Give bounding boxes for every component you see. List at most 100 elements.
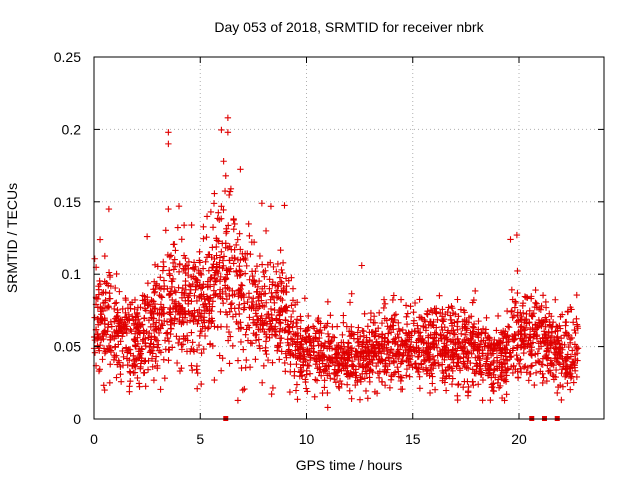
data-point	[478, 337, 485, 345]
data-point	[406, 334, 413, 341]
data-point	[517, 365, 524, 372]
data-point	[101, 327, 109, 334]
data-point	[461, 321, 469, 328]
data-point	[292, 347, 299, 354]
data-point	[195, 267, 202, 275]
data-point	[513, 231, 521, 239]
data-point	[520, 364, 528, 371]
data-point	[200, 223, 207, 231]
data-point	[148, 309, 155, 316]
data-point	[403, 320, 411, 328]
data-point	[170, 241, 177, 248]
data-point	[573, 321, 581, 328]
data-point	[136, 330, 144, 337]
data-point	[408, 328, 416, 335]
data-point	[272, 323, 279, 330]
data-point	[147, 340, 154, 347]
data-point	[282, 288, 290, 296]
data-point	[293, 381, 301, 388]
data-point	[277, 319, 284, 326]
data-point	[426, 366, 434, 373]
data-point	[156, 284, 163, 291]
data-point	[222, 308, 230, 316]
data-point	[124, 347, 132, 354]
data-point	[192, 316, 200, 323]
data-point	[569, 347, 576, 354]
data-point	[119, 333, 126, 340]
data-point	[289, 307, 297, 315]
data-point	[225, 328, 233, 336]
data-point	[262, 267, 269, 274]
data-point	[137, 365, 144, 372]
data-point	[434, 316, 441, 323]
data-point	[266, 285, 273, 292]
data-point	[215, 209, 222, 216]
data-point	[255, 336, 262, 343]
data-point	[448, 322, 456, 330]
data-point	[573, 291, 580, 299]
data-point	[188, 221, 195, 229]
data-point	[258, 291, 265, 298]
data-point	[305, 324, 312, 331]
data-point	[556, 361, 564, 368]
data-point	[229, 313, 237, 320]
data-point	[259, 302, 266, 309]
data-point	[313, 377, 321, 384]
data-point	[565, 343, 572, 351]
data-point	[175, 202, 183, 210]
data-point	[552, 366, 560, 374]
data-point	[345, 340, 352, 347]
data-point	[513, 351, 520, 359]
data-point	[157, 274, 164, 281]
data-point	[564, 363, 571, 370]
data-point	[449, 309, 457, 317]
y-tick-label: 0.1	[62, 266, 82, 282]
data-point	[413, 365, 421, 372]
data-point	[327, 375, 334, 382]
data-point	[521, 293, 529, 300]
data-point	[279, 259, 287, 266]
data-point	[262, 227, 270, 235]
data-point	[479, 325, 487, 333]
data-point	[552, 354, 560, 362]
data-point	[286, 388, 294, 396]
data-point	[225, 285, 233, 293]
data-point	[321, 324, 328, 331]
data-point	[346, 387, 353, 395]
data-point	[427, 331, 434, 339]
data-point	[114, 312, 121, 320]
data-point	[497, 382, 504, 390]
data-point	[438, 313, 446, 320]
data-point	[219, 299, 227, 307]
data-point	[239, 386, 246, 394]
data-point	[269, 359, 276, 366]
data-point	[207, 274, 214, 282]
data-point	[315, 342, 322, 349]
data-point	[454, 323, 461, 330]
data-point	[526, 307, 533, 314]
data-point	[192, 275, 199, 282]
x-tick-label: 10	[299, 431, 315, 447]
data-point	[187, 310, 195, 317]
data-point	[254, 305, 262, 312]
data-point	[303, 371, 310, 378]
data-point	[126, 317, 133, 324]
data-point	[543, 377, 551, 385]
data-point	[324, 330, 332, 338]
data-point	[386, 325, 393, 333]
data-point	[160, 286, 168, 293]
data-point	[367, 309, 375, 317]
data-point	[223, 267, 231, 274]
data-point	[172, 289, 180, 296]
data-point	[244, 337, 252, 344]
data-point	[444, 364, 452, 371]
data-point	[572, 329, 579, 337]
data-point	[248, 238, 256, 246]
data-point	[574, 345, 582, 352]
data-point	[449, 346, 456, 353]
data-point	[560, 332, 568, 339]
data-point	[367, 316, 374, 324]
data-point	[527, 370, 534, 378]
data-point	[142, 383, 149, 390]
data-point	[195, 341, 203, 349]
